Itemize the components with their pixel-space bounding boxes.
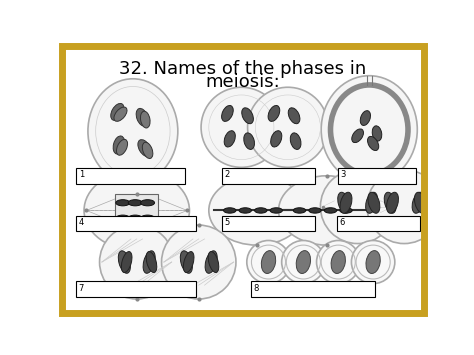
Ellipse shape [324, 208, 337, 213]
Ellipse shape [142, 142, 153, 159]
Circle shape [367, 170, 441, 244]
Ellipse shape [340, 208, 352, 213]
Ellipse shape [84, 170, 190, 251]
Ellipse shape [146, 252, 157, 273]
Circle shape [162, 225, 236, 299]
Ellipse shape [268, 105, 280, 121]
Ellipse shape [116, 200, 130, 206]
Bar [251, 281, 375, 297]
Ellipse shape [224, 208, 236, 213]
Ellipse shape [143, 251, 155, 273]
Ellipse shape [321, 76, 417, 184]
Ellipse shape [366, 251, 380, 273]
Ellipse shape [360, 111, 371, 125]
Ellipse shape [338, 192, 350, 213]
Ellipse shape [183, 252, 194, 273]
Ellipse shape [128, 215, 142, 221]
Bar [76, 281, 196, 297]
Ellipse shape [242, 108, 254, 124]
Ellipse shape [271, 131, 282, 147]
Ellipse shape [365, 192, 377, 213]
Ellipse shape [209, 176, 305, 245]
Text: 2: 2 [224, 170, 229, 179]
Ellipse shape [255, 208, 267, 213]
Ellipse shape [138, 140, 151, 157]
Ellipse shape [279, 176, 374, 245]
Ellipse shape [117, 140, 128, 155]
Bar [337, 216, 420, 231]
Ellipse shape [331, 251, 346, 273]
Text: 3: 3 [341, 170, 346, 179]
Circle shape [100, 225, 174, 299]
Ellipse shape [384, 192, 396, 213]
Ellipse shape [340, 192, 352, 213]
Ellipse shape [414, 192, 426, 213]
Ellipse shape [111, 103, 124, 120]
Ellipse shape [288, 108, 300, 124]
Ellipse shape [128, 200, 142, 206]
Ellipse shape [412, 192, 424, 213]
Bar [222, 168, 315, 184]
Ellipse shape [118, 251, 130, 273]
Ellipse shape [222, 105, 233, 121]
Ellipse shape [224, 131, 235, 147]
Text: 5: 5 [224, 218, 229, 227]
Ellipse shape [180, 251, 192, 273]
Circle shape [247, 87, 328, 167]
Text: 32. Names of the phases in: 32. Names of the phases in [119, 60, 366, 77]
Ellipse shape [205, 251, 217, 273]
Circle shape [320, 170, 395, 244]
Ellipse shape [387, 192, 399, 213]
Bar [76, 168, 185, 184]
Ellipse shape [208, 252, 219, 273]
Ellipse shape [239, 208, 251, 213]
Text: 1: 1 [79, 170, 84, 179]
Ellipse shape [141, 200, 155, 206]
Ellipse shape [141, 215, 155, 221]
Ellipse shape [244, 133, 255, 149]
Circle shape [351, 240, 395, 284]
Ellipse shape [290, 133, 301, 149]
Ellipse shape [116, 215, 130, 221]
Circle shape [201, 87, 282, 167]
Circle shape [317, 240, 360, 284]
Ellipse shape [136, 108, 148, 126]
Text: meiosis:: meiosis: [206, 73, 280, 91]
Ellipse shape [113, 136, 125, 154]
Ellipse shape [88, 79, 178, 184]
Ellipse shape [372, 126, 382, 141]
Circle shape [247, 240, 290, 284]
Text: 7: 7 [79, 284, 84, 293]
Circle shape [282, 240, 325, 284]
Bar [338, 168, 416, 184]
Text: 8: 8 [254, 284, 259, 293]
Ellipse shape [261, 251, 276, 273]
Ellipse shape [368, 192, 380, 213]
Bar [76, 216, 196, 231]
Ellipse shape [309, 208, 321, 213]
Ellipse shape [140, 111, 150, 128]
Ellipse shape [296, 251, 310, 273]
Ellipse shape [114, 107, 127, 121]
Text: 6: 6 [339, 218, 345, 227]
Ellipse shape [270, 208, 283, 213]
Ellipse shape [367, 136, 379, 151]
Bar [222, 216, 315, 231]
Text: 4: 4 [79, 218, 84, 227]
Ellipse shape [121, 252, 132, 273]
Ellipse shape [293, 208, 306, 213]
Bar [115, 193, 158, 228]
Ellipse shape [352, 129, 364, 143]
